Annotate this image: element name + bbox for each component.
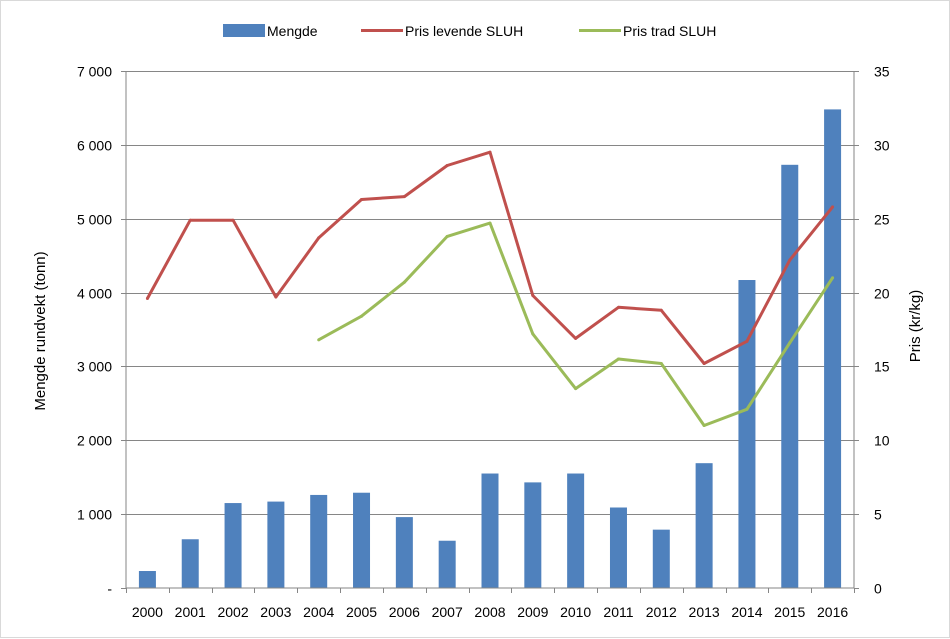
point-pris-levende-sluh-2014	[745, 339, 749, 343]
point-pris-trad-sluh-2004	[317, 338, 321, 342]
gridlines	[126, 71, 854, 515]
bar-mengde-2004	[310, 494, 328, 588]
bar-mengde-2010	[567, 473, 585, 588]
bar-mengde-2012	[652, 529, 670, 588]
left-tick-label: 2 000	[77, 433, 112, 449]
point-pris-trad-sluh-2016	[831, 276, 835, 280]
bar-mengde-2006	[395, 517, 413, 588]
point-pris-levende-sluh-2009	[531, 294, 535, 298]
x-tick-label: 2010	[560, 604, 591, 620]
right-axis-ticks: 0 5 10 15 20 25 30 35	[854, 64, 890, 597]
left-axis-ticks: - 1 000 2 000 3 000 4 000 5 000 6 000 7 000	[77, 64, 126, 597]
point-pris-levende-sluh-2000	[145, 296, 149, 300]
right-tick-label: 25	[874, 212, 890, 228]
bar-series-mengde	[138, 109, 842, 589]
right-tick-label: 0	[874, 581, 882, 597]
point-pris-levende-sluh-2005	[360, 198, 364, 202]
bar-mengde-2000	[138, 571, 156, 588]
bar-mengde-2003	[267, 501, 285, 588]
point-pris-trad-sluh-2014	[745, 407, 749, 411]
point-pris-trad-sluh-2009	[531, 332, 535, 336]
x-tick-label: 2007	[432, 604, 463, 620]
x-axis-ticks: 2000 2001 2002 2003 2004 2005 2006 2007 2008 2009…	[126, 588, 855, 620]
line-pris-levende-sluh	[146, 150, 834, 365]
legend: Mengde Pris levende SLUH Pris trad SLUH	[223, 23, 716, 39]
axes	[125, 71, 855, 589]
point-pris-trad-sluh-2011	[616, 357, 620, 361]
x-tick-label: 2013	[689, 604, 720, 620]
right-tick-label: 35	[874, 64, 890, 80]
bar-mengde-2013	[695, 463, 713, 588]
bar-mengde-2001	[181, 539, 199, 588]
left-tick-label: 4 000	[77, 286, 112, 302]
x-tick-label: 2015	[774, 604, 805, 620]
right-tick-label: 30	[874, 138, 890, 154]
x-tick-label: 2003	[260, 604, 291, 620]
line-series	[145, 150, 835, 428]
point-pris-levende-sluh-2012	[659, 308, 663, 312]
right-tick-label: 5	[874, 507, 882, 523]
x-tick-label: 2014	[731, 604, 762, 620]
bar-mengde-2007	[438, 540, 456, 588]
x-tick-label: 2011	[603, 604, 633, 620]
x-tick-label: 2001	[175, 604, 206, 620]
right-tick-label: 15	[874, 359, 890, 375]
legend-label-pris-trad: Pris trad SLUH	[623, 23, 716, 39]
bar-mengde-2015	[781, 164, 799, 588]
point-pris-levende-sluh-2011	[616, 305, 620, 309]
legend-label-pris-levende: Pris levende SLUH	[405, 23, 523, 39]
point-pris-trad-sluh-2006	[402, 280, 406, 284]
point-pris-levende-sluh-2006	[402, 195, 406, 199]
x-tick-label: 2004	[303, 604, 334, 620]
left-tick-label: 3 000	[77, 359, 112, 375]
left-tick-label: -	[107, 581, 112, 597]
point-pris-levende-sluh-2015	[788, 258, 792, 262]
point-pris-levende-sluh-2007	[445, 164, 449, 168]
point-pris-levende-sluh-2008	[488, 150, 492, 154]
point-pris-levende-sluh-2002	[231, 218, 235, 222]
left-tick-label: 1 000	[77, 507, 112, 523]
x-tick-label: 2012	[646, 604, 677, 620]
x-tick-label: 2016	[817, 604, 848, 620]
bar-mengde-2014	[738, 280, 756, 588]
point-pris-trad-sluh-2015	[788, 341, 792, 345]
bar-mengde-2011	[609, 507, 627, 588]
point-pris-trad-sluh-2010	[574, 387, 578, 391]
bar-mengde-2005	[353, 492, 371, 588]
left-tick-label: 5 000	[77, 212, 112, 228]
x-tick-label: 2008	[474, 604, 505, 620]
point-pris-trad-sluh-2013	[702, 424, 706, 428]
bar-mengde-2016	[824, 109, 842, 589]
bar-mengde-2009	[524, 482, 542, 588]
point-pris-trad-sluh-2008	[488, 221, 492, 225]
point-pris-trad-sluh-2005	[360, 314, 364, 318]
right-tick-label: 10	[874, 433, 890, 449]
x-tick-label: 2005	[346, 604, 377, 620]
point-pris-trad-sluh-2012	[659, 361, 663, 365]
x-tick-label: 2006	[389, 604, 420, 620]
x-tick-label: 2009	[517, 604, 548, 620]
right-tick-label: 20	[874, 286, 890, 302]
left-tick-label: 7 000	[77, 64, 112, 80]
legend-swatch-mengde	[223, 24, 265, 37]
point-pris-levende-sluh-2010	[574, 336, 578, 340]
legend-label-mengde: Mengde	[267, 23, 318, 39]
point-pris-levende-sluh-2003	[274, 295, 278, 299]
bar-mengde-2002	[224, 503, 242, 588]
right-axis-title: Pris (kr/kg)	[907, 290, 924, 363]
point-pris-trad-sluh-2007	[445, 234, 449, 238]
x-tick-label: 2000	[132, 604, 163, 620]
point-pris-levende-sluh-2016	[831, 205, 835, 209]
x-tick-label: 2002	[217, 604, 248, 620]
left-tick-label: 6 000	[77, 138, 112, 154]
bar-mengde-2008	[481, 473, 499, 588]
point-pris-levende-sluh-2004	[317, 236, 321, 240]
point-pris-levende-sluh-2013	[702, 361, 706, 365]
left-axis-title: Mengde rundvekt (tonn)	[32, 251, 49, 410]
point-pris-levende-sluh-2001	[188, 218, 192, 222]
